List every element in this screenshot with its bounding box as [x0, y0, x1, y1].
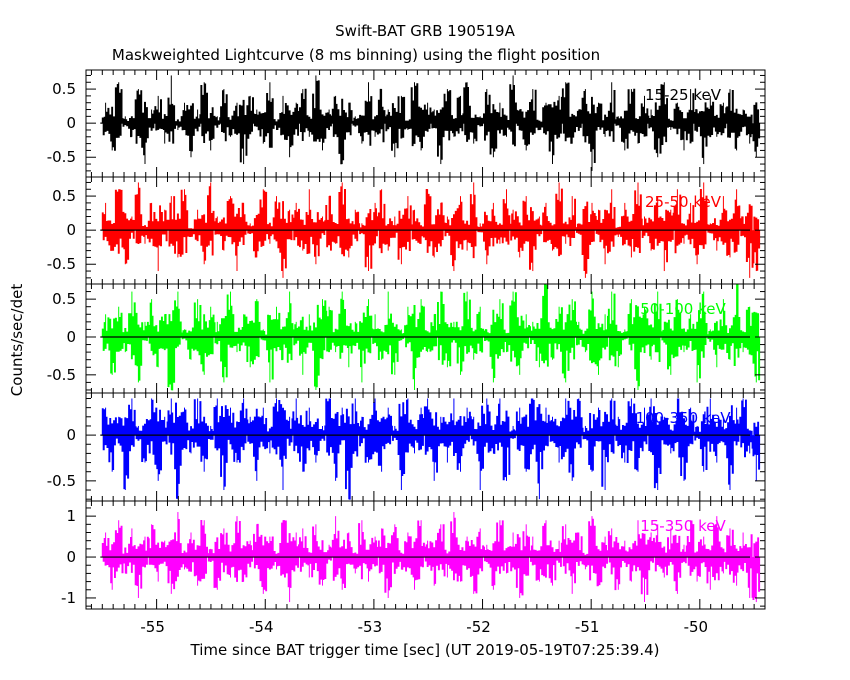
x-tick-label: -52 [466, 618, 491, 636]
panel-energy-label: 100-350 keV [635, 409, 731, 427]
y-tick-label: -0.5 [47, 472, 76, 490]
series-1-line [101, 80, 761, 165]
chart-subtitle: Maskweighted Lightcurve (8 ms binning) u… [112, 46, 600, 64]
y-tick-label: -1 [61, 589, 76, 607]
panel-frame [85, 500, 766, 610]
y-tick-label: 0 [66, 426, 76, 444]
y-tick-label: 0 [66, 548, 76, 566]
y-tick-label: 0 [66, 328, 76, 346]
chart-title: Swift-BAT GRB 190519A [335, 22, 515, 40]
panel-energy-label: 15-350 keV [640, 517, 726, 535]
x-tick-label: -53 [358, 618, 383, 636]
series-2-line [101, 186, 761, 274]
panel-5: 1 0 -1 15-350 keV [61, 500, 766, 610]
y-tick-label: 0.5 [52, 187, 76, 205]
y-tick-label: 0.5 [52, 290, 76, 308]
panel-4: 0 -0.5 100-350 keV [47, 392, 766, 502]
x-tick-label: -55 [140, 618, 165, 636]
panel-energy-label: 15-25 keV [645, 86, 722, 104]
y-tick-label: 0 [66, 221, 76, 239]
series-5-line [101, 517, 761, 600]
y-axis-label: Counts/sec/det [8, 284, 26, 397]
y-tick-label: 0.5 [52, 80, 76, 98]
y-tick-label: 1 [66, 507, 76, 525]
panel-3: 0.5 0 -0.5 50-100 keV [47, 283, 766, 394]
y-tick-label: 0 [66, 114, 76, 132]
x-tick-label: -50 [684, 618, 709, 636]
panel-1: 0.5 0 -0.5 15-25 keV [47, 69, 766, 178]
series-3-line [101, 284, 761, 391]
y-tick-label: -0.5 [47, 366, 76, 384]
panel-energy-label: 25-50 keV [645, 193, 722, 211]
x-tick-label: -54 [249, 618, 274, 636]
x-tick-label: -51 [575, 618, 600, 636]
y-tick-label: -0.5 [47, 148, 76, 166]
x-axis-label: Time since BAT trigger time [sec] (UT 20… [190, 641, 660, 659]
panel-energy-label: 50-100 keV [640, 300, 726, 318]
series-4-line [101, 398, 761, 500]
y-tick-label: -0.5 [47, 255, 76, 273]
panel-2: 0.5 0 -0.5 25-50 keV [47, 176, 766, 285]
